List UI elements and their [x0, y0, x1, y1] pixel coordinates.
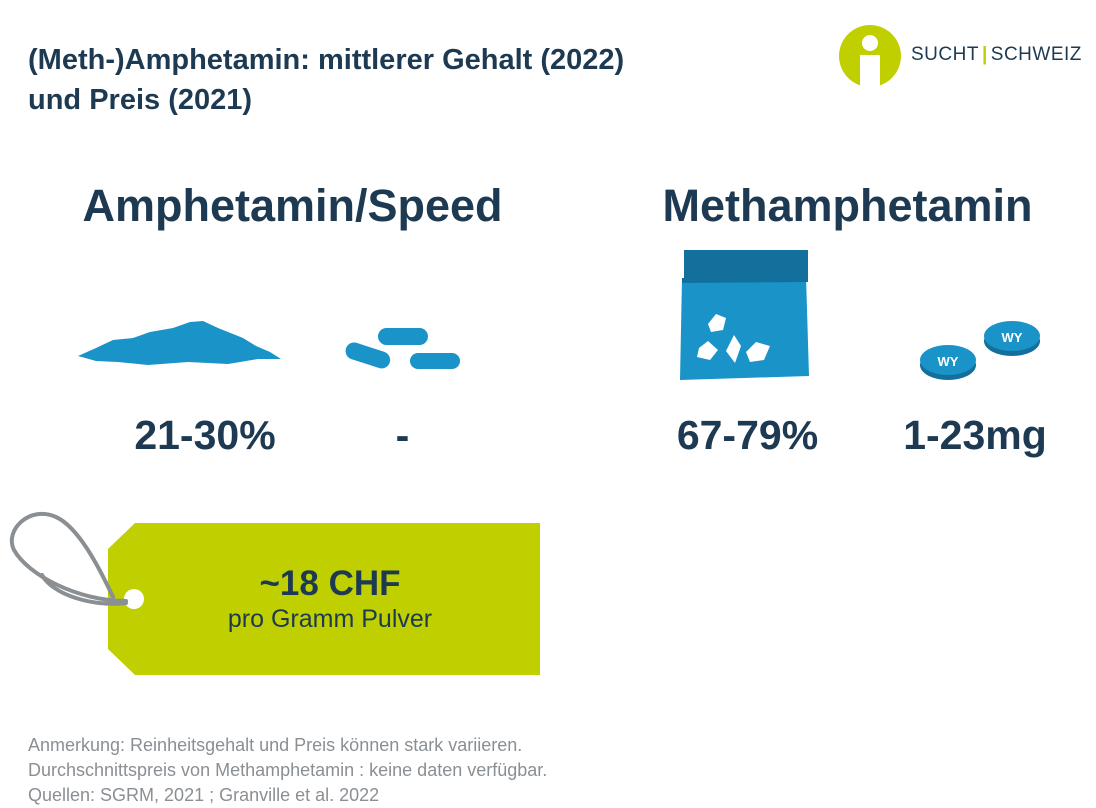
- price-tag-icon: [10, 511, 540, 675]
- amphetamin-powder-value: 21-30%: [134, 412, 276, 458]
- page-title: (Meth-)Amphetamin: mittlerer Gehalt (202…: [28, 40, 788, 120]
- price-unit: pro Gramm Pulver: [227, 605, 433, 633]
- footnote-missing-data: Durchschnittspreis von Methamphetamin : …: [28, 760, 548, 780]
- logo-wordmark: SUCHT | SCHWEIZ: [911, 44, 1082, 66]
- tablet-imprint-1: WY: [1002, 330, 1023, 345]
- methamphetamin-crystal-value: 67-79%: [676, 412, 819, 458]
- price-value: ~18 CHF: [259, 564, 401, 603]
- powder-pile-icon: [78, 321, 281, 365]
- amphetamin-heading: Amphetamin/Speed: [82, 180, 503, 231]
- footnote-remark: Anmerkung: Reinheitsgehalt und Preis kön…: [28, 735, 523, 755]
- logo-separator: |: [981, 44, 988, 65]
- footnote-sources: Quellen: SGRM, 2021 ; Granville et al. 2…: [28, 785, 380, 805]
- tablet-imprint-2: WY: [938, 354, 959, 369]
- person-circle-logo-icon: [839, 25, 901, 88]
- capsules-icon: [345, 328, 460, 369]
- logo-text-right: SCHWEIZ: [990, 44, 1082, 65]
- crystal-bag-icon: [680, 250, 809, 380]
- title-line-1: (Meth-)Amphetamin: mittlerer Gehalt (202…: [28, 44, 625, 76]
- title-line-2: und Preis (2021): [28, 84, 253, 116]
- amphetamin-pills-value: -: [395, 412, 410, 458]
- methamphetamin-heading: Methamphetamin: [662, 180, 1033, 231]
- footnotes: Anmerkung: Reinheitsgehalt und Preis kön…: [28, 733, 828, 808]
- wy-tablets-icon: WY WY: [920, 321, 1040, 380]
- logo-text-left: SUCHT: [911, 44, 979, 65]
- methamphetamin-tablet-value: 1-23mg: [903, 412, 1047, 458]
